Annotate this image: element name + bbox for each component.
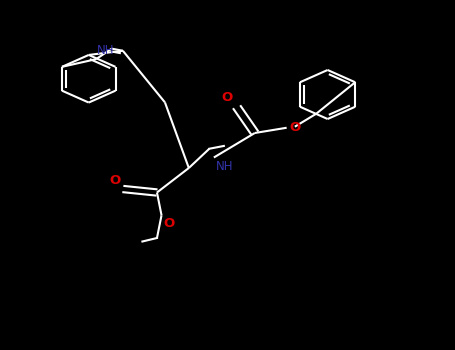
Text: O: O: [109, 174, 121, 187]
Text: NH: NH: [216, 160, 233, 173]
Text: O: O: [289, 120, 300, 134]
Text: O: O: [222, 91, 233, 104]
Text: O: O: [164, 217, 175, 230]
Text: NH: NH: [97, 44, 115, 57]
